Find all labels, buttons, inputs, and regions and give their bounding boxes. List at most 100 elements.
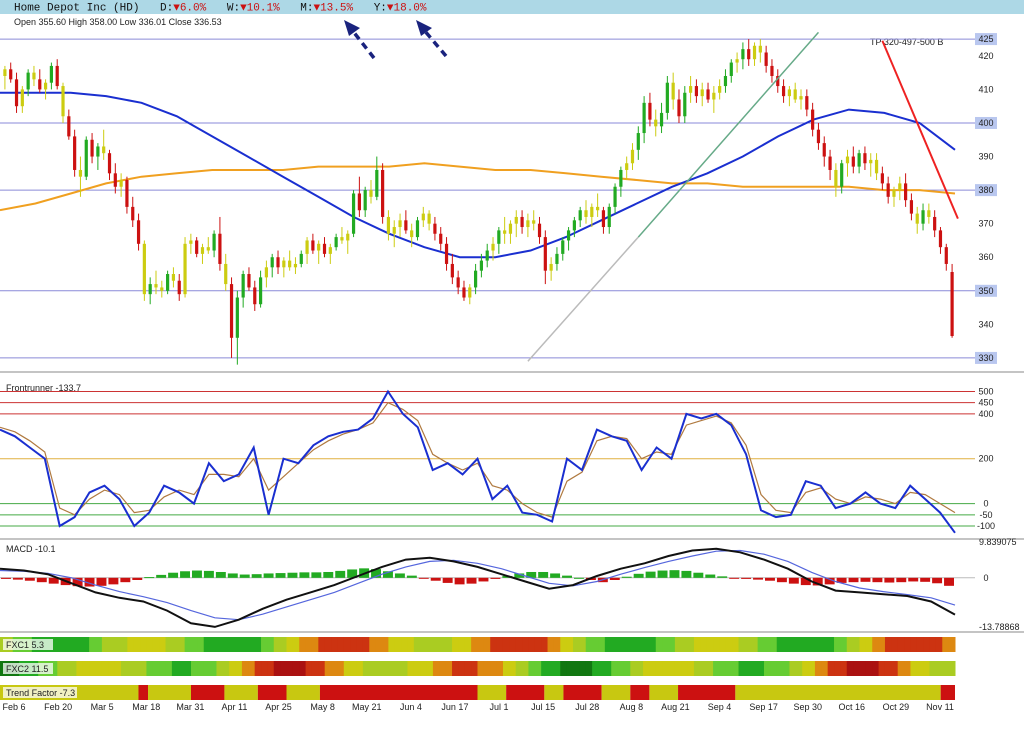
candle-body [869,159,873,164]
candle-body [26,72,30,90]
candle-body [171,274,176,281]
trend-factor-segment [649,685,679,700]
heat-strip-cell [700,661,708,676]
heat-strip-cell [350,661,358,676]
heat-strip-cell [693,661,701,676]
trend-factor-segment [148,685,191,700]
macd-histogram-bar [263,573,274,578]
candle-body [485,250,489,261]
heat-strip-cell [751,661,759,676]
heat-strip-cell [942,661,950,676]
heat-strip-cell [127,637,135,652]
heat-strip-cell [560,661,568,676]
heat-strip-cell [165,637,173,652]
heat-strip-cell [853,661,860,676]
heat-strip-cell [560,637,568,652]
y-tick-label: 410 [978,84,993,94]
candle-body [706,89,710,100]
heat-strip-cell [846,661,854,676]
y-tick-label: 350 [978,286,993,296]
macd-histogram-bar [394,573,405,578]
heat-strip-cell [184,637,192,652]
macd-histogram-bar [84,577,95,587]
heat-strip-cell [528,637,536,652]
heat-strip-cell [50,637,58,652]
x-tick-label: Jul 15 [531,702,555,712]
candle-body [410,230,414,238]
heat-strip-cell [369,661,377,676]
candle-body [764,52,768,66]
candle-body [421,213,425,221]
candle-body [543,237,547,271]
candle-body [752,45,757,60]
header-title: Home Depot Inc (HD) [14,3,139,15]
trend-factor-segment [191,685,225,700]
candle-body [102,146,106,154]
candle-body [462,287,466,298]
candle-body [334,237,338,248]
candle-body [654,119,658,127]
heat-strip-cell [541,637,549,652]
y-tick-label: 390 [978,152,993,162]
trend-factor-segment [544,685,564,700]
heat-strip-cell [337,661,345,676]
heat-strip-cell [222,661,230,676]
arrowhead-icon [416,20,432,36]
candle-body [578,210,582,221]
strip-label-bg [3,687,77,698]
heat-strip-cell [235,661,243,676]
candle-body [950,272,954,337]
heat-strip-cell [897,637,905,652]
x-tick-label: Jul 28 [575,702,599,712]
x-tick-label: Mar 5 [91,702,114,712]
heat-strip-cell [783,637,790,652]
heat-strip-cell [337,637,345,652]
heat-strip-cell [643,661,650,676]
candle-body [811,109,815,130]
heat-strip-cell [318,637,326,652]
candle-body [398,220,402,228]
trend-factor-segment [257,685,287,700]
candle-body [119,180,123,187]
heat-strip-cell [229,637,237,652]
heat-strip-cell [203,661,211,676]
heat-strip-cell [649,637,657,652]
candle-body [747,49,751,60]
heat-strip-cell [623,637,631,652]
macd-histogram-bar [562,575,572,578]
trend-line-gray-extension [527,236,639,362]
macd-histogram-bar [705,574,716,578]
heat-strip-cell [509,661,517,676]
indicator-strips: FXC1 5.3 FXC2 11.5 Trend Factor -7.3 [0,637,956,700]
price-panel: 330 340 350 360 370 380 390 400 410 420 425 [0,31,1024,373]
heat-strip-cell [394,637,402,652]
candle-body [375,169,379,197]
candle-body [212,233,216,251]
year-change-label: Y: [374,3,387,15]
macd-histogram-bar [765,577,775,581]
heat-strip-cell [57,637,65,652]
heat-strip-cell [89,661,96,676]
y-tick-label: -13.78868 [979,622,1020,632]
heat-strip-cell [643,637,650,652]
heat-strip-cell [496,661,504,676]
svg-text:Home Depot Inc (HD) D:▼6: Home Depot Inc (HD) D:▼6.0% W:▼10.1% M:▼… [14,3,427,15]
heat-strip-cell [878,661,886,676]
trend-factor-segment [563,685,602,700]
heat-strip-cell [592,637,599,652]
macd-histogram-bar [884,577,895,583]
heat-strip-cell [63,637,71,652]
heat-strip-cell [662,661,669,676]
heat-strip-cell [261,637,268,652]
candle-body [14,79,19,107]
heat-strip-cell [744,637,752,652]
candle-body [671,82,675,100]
x-tick-label: Jul 1 [490,702,509,712]
heat-strip-cell [923,661,931,676]
candle-body [537,223,542,238]
trend-factor-segment [678,685,736,700]
candle-body [450,263,454,278]
macd-panel: 9.839075 0 -13.78868 MACD -10.1 [0,537,1024,633]
heat-strip-cell [178,637,186,652]
candle-body [247,274,251,288]
